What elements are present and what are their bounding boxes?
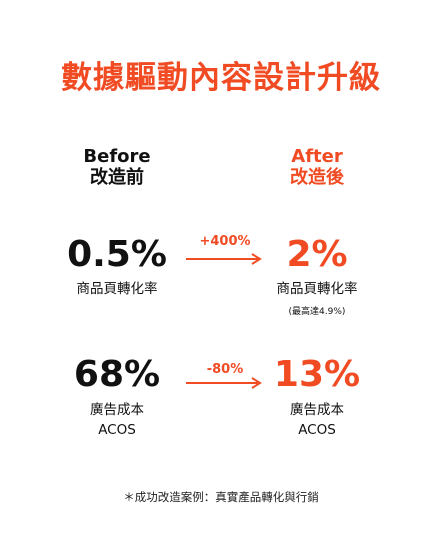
after-conversion-note: (最高達4.9%)	[288, 307, 346, 317]
before-acos-value: 68%	[73, 354, 161, 395]
before-conversion-value: 0.5%	[67, 234, 167, 275]
acos-change-label: -80%	[206, 362, 244, 377]
after-conversion-label: 商品頁轉化率	[276, 281, 358, 297]
before-acos-label-en: ACOS	[98, 422, 136, 438]
after-acos-label: 廣告成本	[290, 402, 344, 418]
after-heading-zh: 改造後	[290, 167, 344, 188]
before-acos-label: 廣告成本	[90, 402, 144, 418]
before-heading-en: Before	[83, 146, 151, 167]
after-acos-label-en: ACOS	[298, 422, 336, 438]
after-conversion-value: 2%	[286, 234, 348, 275]
footnote: ＊成功改造案例：真實產品轉化與行銷	[123, 490, 319, 504]
before-heading-zh: 改造前	[90, 167, 144, 188]
right-arrow-icon	[186, 253, 262, 265]
after-acos-value: 13%	[273, 354, 361, 395]
before-conversion-label: 商品頁轉化率	[76, 281, 158, 297]
after-heading-en: After	[291, 146, 343, 167]
page-title: 數據驅動內容設計升級	[61, 60, 381, 96]
right-arrow-icon	[186, 377, 262, 389]
conversion-change-label: +400%	[199, 234, 251, 249]
